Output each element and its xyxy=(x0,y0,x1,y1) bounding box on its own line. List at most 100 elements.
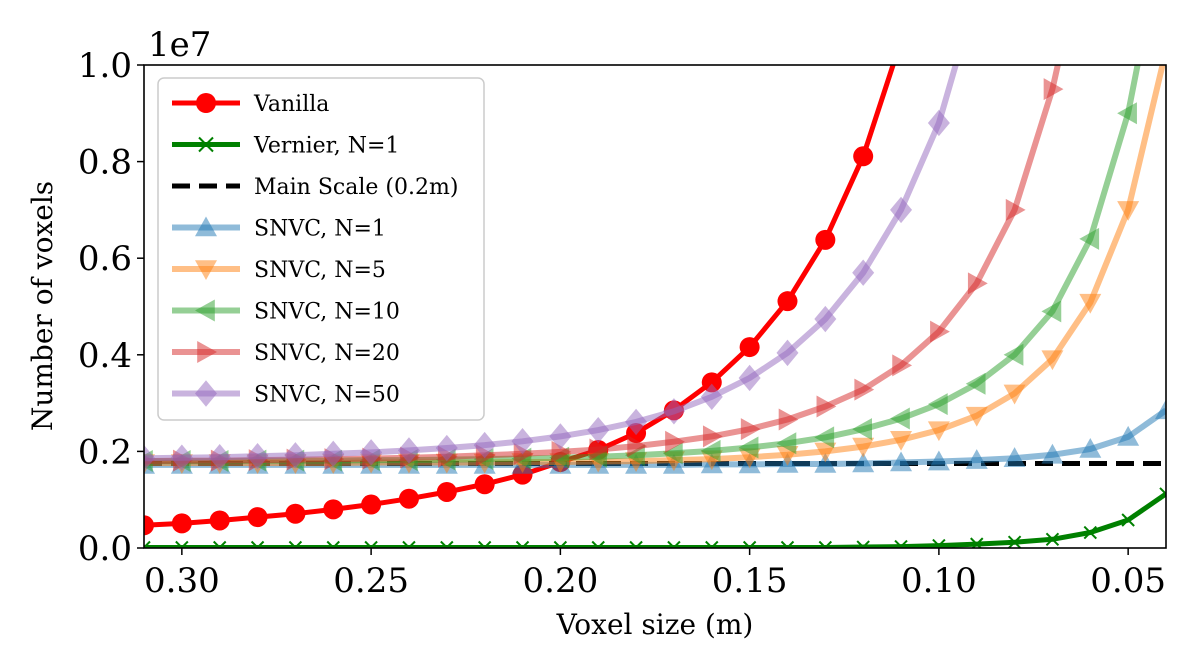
legend-entry: SNVC, N=5 xyxy=(172,258,386,283)
data-point xyxy=(398,488,419,509)
legend-entry: Vernier, N=1 xyxy=(172,134,399,159)
data-point xyxy=(816,395,837,418)
data-point xyxy=(1079,437,1102,458)
x-tick-label: 0.20 xyxy=(523,561,599,601)
data-point xyxy=(397,437,420,464)
data-point xyxy=(891,31,911,51)
data-point xyxy=(1045,532,1060,547)
data-point xyxy=(627,435,648,458)
y-tick-label: 0.4 xyxy=(78,336,132,376)
data-point xyxy=(360,439,383,466)
data-point xyxy=(852,418,872,441)
legend-label: Vanilla xyxy=(253,92,329,117)
data-point xyxy=(890,196,913,224)
y-tick-label: 0.2 xyxy=(78,432,132,472)
x-tick-label: 0.05 xyxy=(1090,561,1166,601)
data-point xyxy=(209,510,230,531)
y-tick-label: 0.6 xyxy=(78,239,132,279)
data-point xyxy=(171,513,192,534)
data-point xyxy=(966,0,988,6)
legend-label: SNVC, N=20 xyxy=(254,341,400,366)
data-point xyxy=(285,503,306,524)
series-snvc-n-50 xyxy=(144,0,988,472)
data-point xyxy=(323,499,344,520)
data-point xyxy=(930,320,950,343)
data-point xyxy=(1041,350,1064,371)
data-point xyxy=(170,444,193,471)
data-point xyxy=(776,432,797,455)
data-point xyxy=(852,437,875,458)
x-tick-label: 0.10 xyxy=(901,561,977,601)
data-point xyxy=(739,337,760,358)
y-axis-ticks: 0.0 0.2 0.4 0.6 0.8 1.0 xyxy=(78,46,144,569)
data-point xyxy=(701,372,722,393)
data-point xyxy=(856,540,870,548)
data-point xyxy=(662,442,683,465)
legend-marker xyxy=(195,216,217,237)
data-point xyxy=(1117,102,1137,125)
data-point xyxy=(814,452,837,473)
data-point xyxy=(1043,78,1064,101)
data-point xyxy=(208,443,231,471)
data-point xyxy=(740,418,761,441)
data-point xyxy=(625,408,648,436)
data-point xyxy=(853,146,874,167)
data-point xyxy=(700,383,723,411)
data-point xyxy=(814,442,837,463)
data-point xyxy=(890,431,913,451)
data-point xyxy=(1079,293,1102,314)
data-point xyxy=(970,537,984,548)
legend-entry: SNVC, N=1 xyxy=(172,216,386,242)
data-point xyxy=(1003,343,1024,366)
legend-marker xyxy=(195,260,217,280)
y-exponent-label: 1e7 xyxy=(148,25,211,65)
data-point xyxy=(589,438,610,461)
data-point xyxy=(927,450,950,471)
data-point xyxy=(778,408,799,431)
data-point xyxy=(322,440,345,468)
legend-label: SNVC, N=10 xyxy=(254,300,400,325)
data-point xyxy=(967,272,988,295)
data-point xyxy=(473,431,496,459)
data-point xyxy=(1083,525,1098,540)
legend-entry: Main Scale (0.2m) xyxy=(172,175,458,200)
data-point xyxy=(738,436,759,459)
data-point xyxy=(927,109,950,137)
legend-label: Vernier, N=1 xyxy=(253,134,399,159)
data-point xyxy=(587,416,610,444)
data-point xyxy=(1117,201,1140,221)
data-point xyxy=(1005,198,1026,221)
data-point xyxy=(1041,300,1062,323)
data-point xyxy=(435,434,458,462)
legend-entry: SNVC, N=10 xyxy=(172,299,400,325)
axes-frame xyxy=(143,64,1167,549)
data-point xyxy=(549,423,572,450)
data-point xyxy=(1121,513,1135,527)
y-axis-label: Number of voxels xyxy=(26,181,59,431)
x-tick-label: 0.30 xyxy=(144,561,220,601)
data-point xyxy=(738,364,761,392)
data-point xyxy=(700,439,721,462)
data-point xyxy=(1155,42,1177,62)
series-layer xyxy=(144,0,1177,548)
legend: Vanilla Vernier, N=1 Main Scale (0.2m) SNVC… xyxy=(157,77,485,421)
data-point xyxy=(361,494,382,515)
data-point xyxy=(1155,399,1166,420)
data-point xyxy=(814,426,835,449)
legend-label: SNVC, N=5 xyxy=(254,258,386,283)
data-point xyxy=(815,229,836,250)
data-point xyxy=(662,398,685,425)
legend-box xyxy=(157,77,485,421)
data-point xyxy=(1041,443,1064,464)
data-point xyxy=(777,291,798,312)
data-point xyxy=(144,444,155,472)
legend-marker xyxy=(197,341,217,363)
data-point xyxy=(965,449,988,469)
data-point xyxy=(247,507,268,528)
x-tick-label: 0.15 xyxy=(712,561,788,601)
data-point xyxy=(965,372,986,395)
data-point xyxy=(852,452,875,473)
x-tick-label: 0.25 xyxy=(333,561,409,601)
data-point xyxy=(814,305,837,333)
